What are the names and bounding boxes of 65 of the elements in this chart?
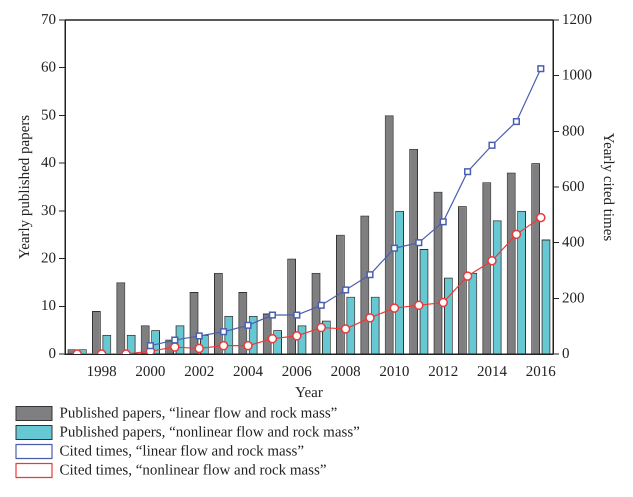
x-tick-label: 2008 bbox=[330, 364, 361, 380]
y-tick-label: 40 bbox=[41, 155, 56, 172]
point bbox=[414, 300, 424, 310]
x-tick-label: 2016 bbox=[526, 364, 556, 380]
y-tick-label: 50 bbox=[41, 107, 56, 124]
point bbox=[244, 322, 252, 329]
y-tick-label: 30 bbox=[41, 202, 56, 219]
legend-label: Published papers, “linear flow and rock mass” bbox=[60, 405, 338, 422]
point bbox=[438, 298, 448, 308]
point bbox=[415, 239, 422, 246]
point bbox=[293, 311, 300, 319]
point bbox=[487, 256, 497, 266]
y-tick-label: 60 bbox=[41, 60, 56, 76]
point bbox=[340, 324, 350, 334]
y2-tick-label: 1200 bbox=[562, 12, 592, 28]
point bbox=[512, 230, 522, 240]
point bbox=[316, 322, 326, 332]
point bbox=[366, 271, 374, 278]
point bbox=[218, 340, 228, 350]
point bbox=[318, 302, 325, 309]
x-tick-label: 2006 bbox=[282, 364, 312, 380]
point bbox=[194, 344, 204, 354]
legend-label: Cited times, “nonlinear flow and rock mass” bbox=[60, 462, 327, 478]
y2-tick-label: 1000 bbox=[562, 68, 592, 84]
point bbox=[196, 332, 203, 340]
y-axis-title: Yearly published papers bbox=[16, 114, 33, 260]
y-tick-label: 10 bbox=[41, 298, 56, 314]
point bbox=[440, 218, 447, 226]
x-tick-label: 2000 bbox=[135, 364, 166, 380]
x-tick-label: 2002 bbox=[184, 364, 214, 380]
point bbox=[390, 244, 398, 252]
x-tick-label: 2010 bbox=[379, 364, 410, 380]
point bbox=[512, 118, 520, 126]
x-tick-label: 2014 bbox=[477, 364, 508, 380]
point bbox=[464, 168, 472, 176]
point bbox=[220, 328, 228, 336]
point bbox=[292, 331, 302, 341]
y-tick-label: 0 bbox=[48, 346, 56, 362]
legend-label: Published papers, “nonlinear flow and rock mass” bbox=[60, 424, 360, 440]
y-tick-label: 20 bbox=[41, 250, 56, 267]
legend-label: Cited times, “linear flow and rock mass” bbox=[60, 443, 304, 460]
x-tick-label: 1998 bbox=[86, 364, 117, 380]
y2-tick-label: 200 bbox=[562, 290, 584, 306]
point bbox=[170, 342, 180, 352]
point bbox=[171, 336, 178, 344]
point bbox=[243, 340, 253, 350]
y2-axis-title: Yearly cited times bbox=[600, 132, 616, 242]
y2-tick-label: 600 bbox=[562, 178, 584, 195]
y2-tick-label: 0 bbox=[562, 346, 570, 362]
point bbox=[342, 286, 350, 294]
x-axis-title: Year bbox=[295, 384, 323, 401]
point bbox=[537, 65, 544, 72]
point bbox=[462, 271, 472, 281]
x-tick-label: 2012 bbox=[428, 364, 458, 380]
x-tick-label: 2004 bbox=[233, 364, 264, 380]
y2-tick-label: 400 bbox=[562, 234, 584, 251]
point bbox=[488, 142, 496, 149]
point bbox=[365, 313, 375, 323]
point bbox=[268, 334, 278, 344]
point bbox=[268, 311, 276, 319]
point bbox=[146, 342, 154, 350]
point bbox=[536, 212, 546, 222]
y2-tick-label: 800 bbox=[562, 123, 584, 140]
point bbox=[390, 303, 400, 313]
y-tick-label: 70 bbox=[41, 12, 56, 28]
